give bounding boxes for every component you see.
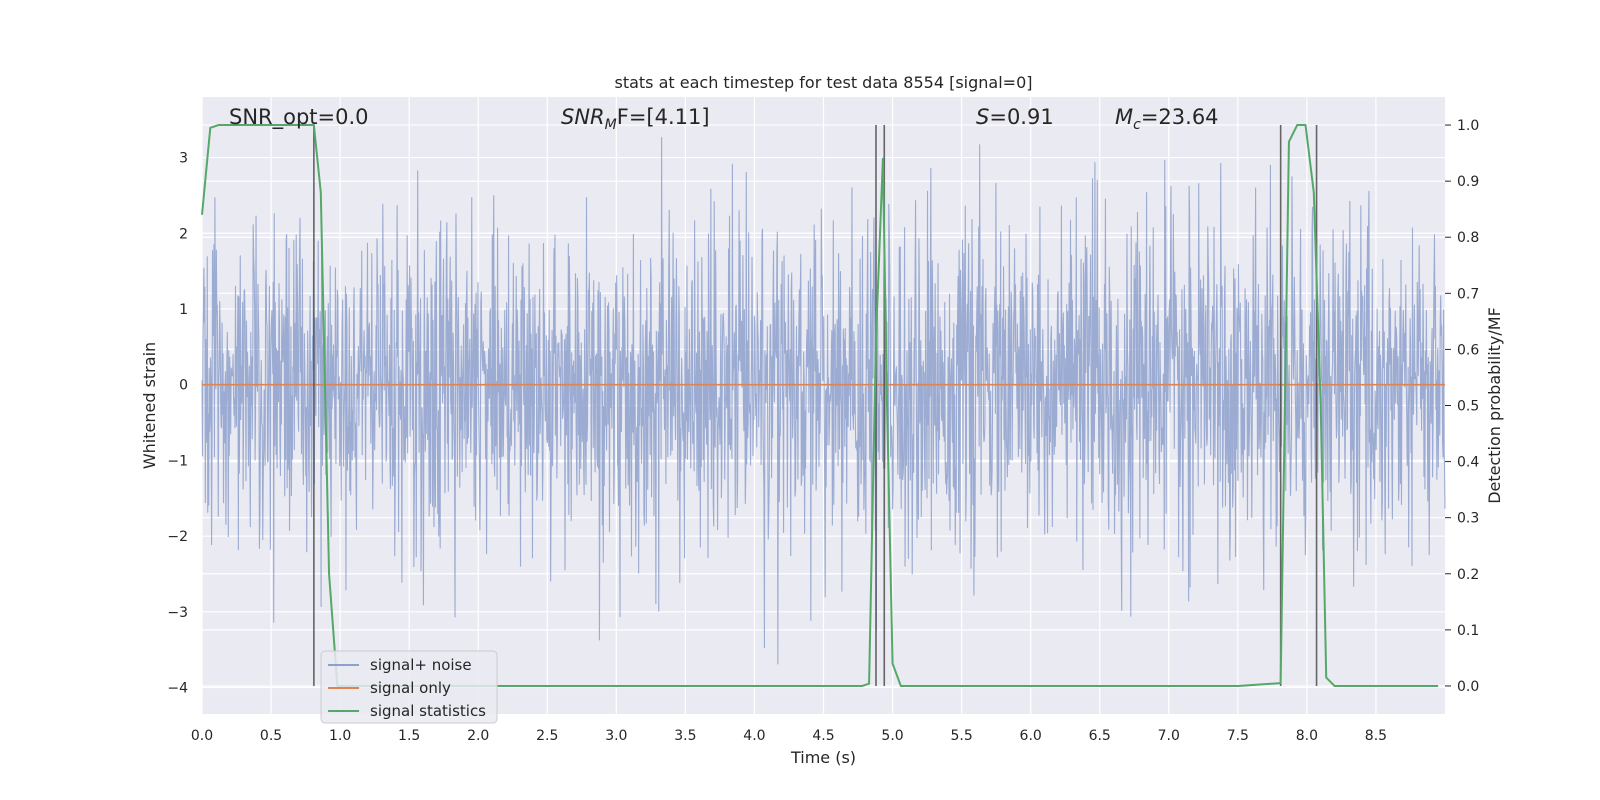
mc-annotation: Mc=23.64 (1115, 105, 1219, 133)
x-tick-label: 2.5 (536, 728, 558, 744)
series-signal-plus-noise (201, 137, 1446, 665)
y2-tick-label: 0.5 (1457, 399, 1479, 415)
y-tick-label: 2 (179, 226, 188, 242)
y2-tick-label: 0.8 (1457, 230, 1479, 246)
legend-box (320, 650, 498, 724)
y2-tick-label: 0.6 (1457, 342, 1479, 358)
y2-tick-label: 0.7 (1457, 286, 1479, 302)
y-tick-label: −4 (167, 681, 188, 697)
legend: signal+ noise signal only signal statist… (320, 650, 498, 724)
mc-prefix: M (1115, 105, 1133, 129)
mc-suffix: =23.64 (1141, 105, 1219, 129)
y2-tick-label: 0.4 (1457, 455, 1479, 471)
y-tick-label: −3 (167, 605, 188, 621)
chart-title: stats at each timestep for test data 855… (614, 73, 1032, 92)
y-tick-label: −1 (167, 453, 188, 469)
x-tick-label: 1.0 (329, 728, 351, 744)
x-tick-label: 6.0 (1020, 728, 1042, 744)
x-tick-label: 2.0 (467, 728, 489, 744)
legend-label-signal-only: signal only (370, 679, 451, 697)
s-suffix: =0.91 (989, 105, 1053, 129)
snr-mf-annotation: SNRMF=[4.11] (561, 105, 710, 133)
x-tick-label: 3.5 (674, 728, 696, 744)
snr-opt-annotation: SNR_opt=0.0 (229, 105, 369, 130)
x-tick-label: 0.5 (260, 728, 282, 744)
snr-mf-subscript: M (605, 117, 617, 133)
vertical-marker-layer (201, 124, 1439, 687)
grid-layer (201, 97, 1445, 714)
x-tick-label: 6.5 (1089, 728, 1111, 744)
x-axis-label: Time (s) (790, 748, 856, 767)
x-tick-label: 7.5 (1227, 728, 1249, 744)
y2-tick-label: 1.0 (1457, 118, 1479, 134)
y2-tick-label: 0.9 (1457, 174, 1479, 190)
x-tick-label: 5.0 (881, 728, 903, 744)
y-tick-label: 0 (179, 378, 188, 394)
tick-layer: 0.0 0.5 1.0 1.5 2.0 2.5 3.0 3.5 4.0 4.5 5.0 5.5 6.0 6… (167, 118, 1479, 744)
x-tick-label: 7.0 (1158, 728, 1180, 744)
y2-tick-label: 0.2 (1457, 567, 1479, 583)
y2-tick-label: 0.0 (1457, 679, 1479, 695)
snr-mf-suffix: F=[4.11] (617, 105, 710, 129)
y-tick-label: 1 (179, 302, 188, 318)
y2-tick-label: 0.1 (1457, 623, 1479, 639)
x-tick-label: 0.0 (191, 728, 213, 744)
noise-series-layer (201, 137, 1446, 665)
y2-tick-label: 0.3 (1457, 511, 1479, 527)
snr-mf-prefix: SNR (561, 105, 605, 129)
x-tick-label: 1.5 (398, 728, 420, 744)
x-tick-label: 3.0 (605, 728, 627, 744)
x-tick-label: 4.0 (743, 728, 765, 744)
x-tick-label: 8.0 (1296, 728, 1318, 744)
legend-label-signal-noise: signal+ noise (370, 656, 472, 674)
y-tick-label: −2 (167, 529, 188, 545)
legend-label-signal-statistics: signal statistics (370, 702, 486, 720)
series-signal-statistics (201, 124, 1439, 687)
y-tick-label: 3 (179, 151, 188, 167)
y-axis-label: Whitened strain (140, 342, 159, 469)
mc-subscript: c (1133, 117, 1141, 133)
x-tick-label: 4.5 (812, 728, 834, 744)
x-tick-label: 8.5 (1365, 728, 1387, 744)
x-tick-label: 5.5 (950, 728, 972, 744)
s-prefix: S (976, 105, 989, 129)
y2-axis-label: Detection probability/MF (1485, 307, 1504, 504)
s-annotation: S=0.91 (976, 105, 1054, 129)
